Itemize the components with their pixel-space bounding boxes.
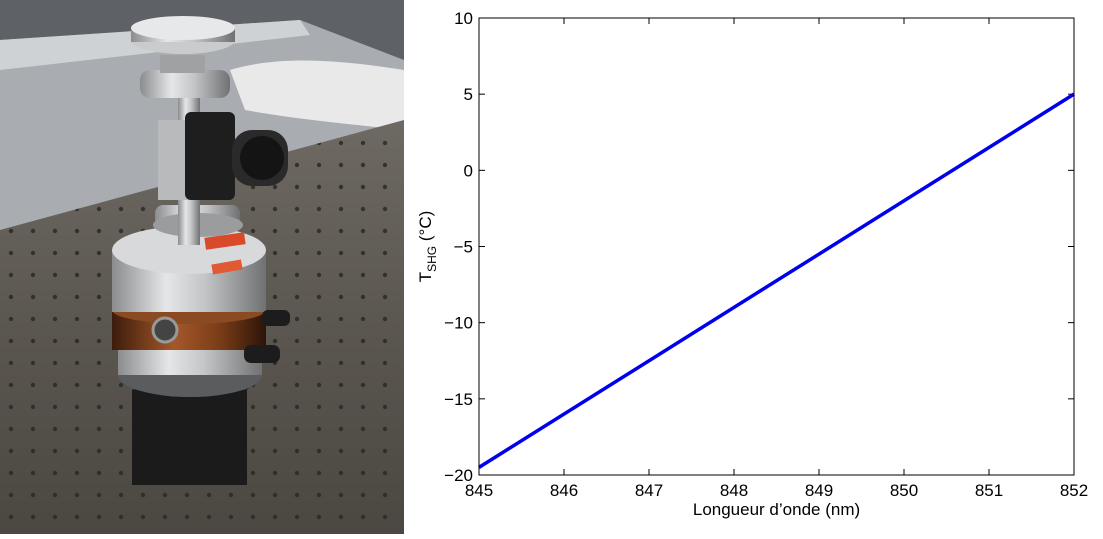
y-tick-label: −5 bbox=[454, 238, 473, 257]
y-axis-ticks: −20 −15 −10 −5 0 5 10 bbox=[444, 9, 1074, 485]
y-tick-label: 10 bbox=[454, 9, 473, 28]
x-axis-ticks: 845 846 847 848 849 850 851 852 bbox=[465, 18, 1088, 500]
series-line bbox=[478, 92, 1075, 469]
line-chart: −20 −15 −10 −5 0 5 10 845 846 847 848 849 850 851 852… bbox=[416, 9, 1088, 519]
y-axis-label: TSHG (°C) bbox=[416, 211, 439, 283]
crystal-oven-photo bbox=[0, 0, 404, 534]
photo-panel bbox=[0, 0, 404, 534]
series-group bbox=[478, 92, 1075, 469]
y-axis-label-sub: SHG bbox=[425, 246, 439, 272]
y-tick-label: −10 bbox=[444, 314, 473, 333]
y-tick-label: 0 bbox=[464, 161, 473, 180]
chart-panel: −20 −15 −10 −5 0 5 10 845 846 847 848 849 850 851 852… bbox=[404, 0, 1103, 534]
x-axis-label: Longueur d’onde (nm) bbox=[693, 500, 860, 519]
x-tick-label: 851 bbox=[975, 481, 1003, 500]
x-tick-label: 852 bbox=[1060, 481, 1088, 500]
x-tick-label: 847 bbox=[635, 481, 663, 500]
x-tick-label: 848 bbox=[720, 481, 748, 500]
x-tick-label: 846 bbox=[550, 481, 578, 500]
x-tick-label: 850 bbox=[890, 481, 918, 500]
y-tick-label: −20 bbox=[444, 466, 473, 485]
x-tick-label: 849 bbox=[805, 481, 833, 500]
y-tick-label: −15 bbox=[444, 390, 473, 409]
y-axis-label-main: T bbox=[416, 272, 435, 282]
y-axis-label-unit: (°C) bbox=[416, 211, 435, 246]
y-tick-label: 5 bbox=[464, 85, 473, 104]
x-tick-label: 845 bbox=[465, 481, 493, 500]
plot-frame bbox=[478, 17, 1075, 476]
